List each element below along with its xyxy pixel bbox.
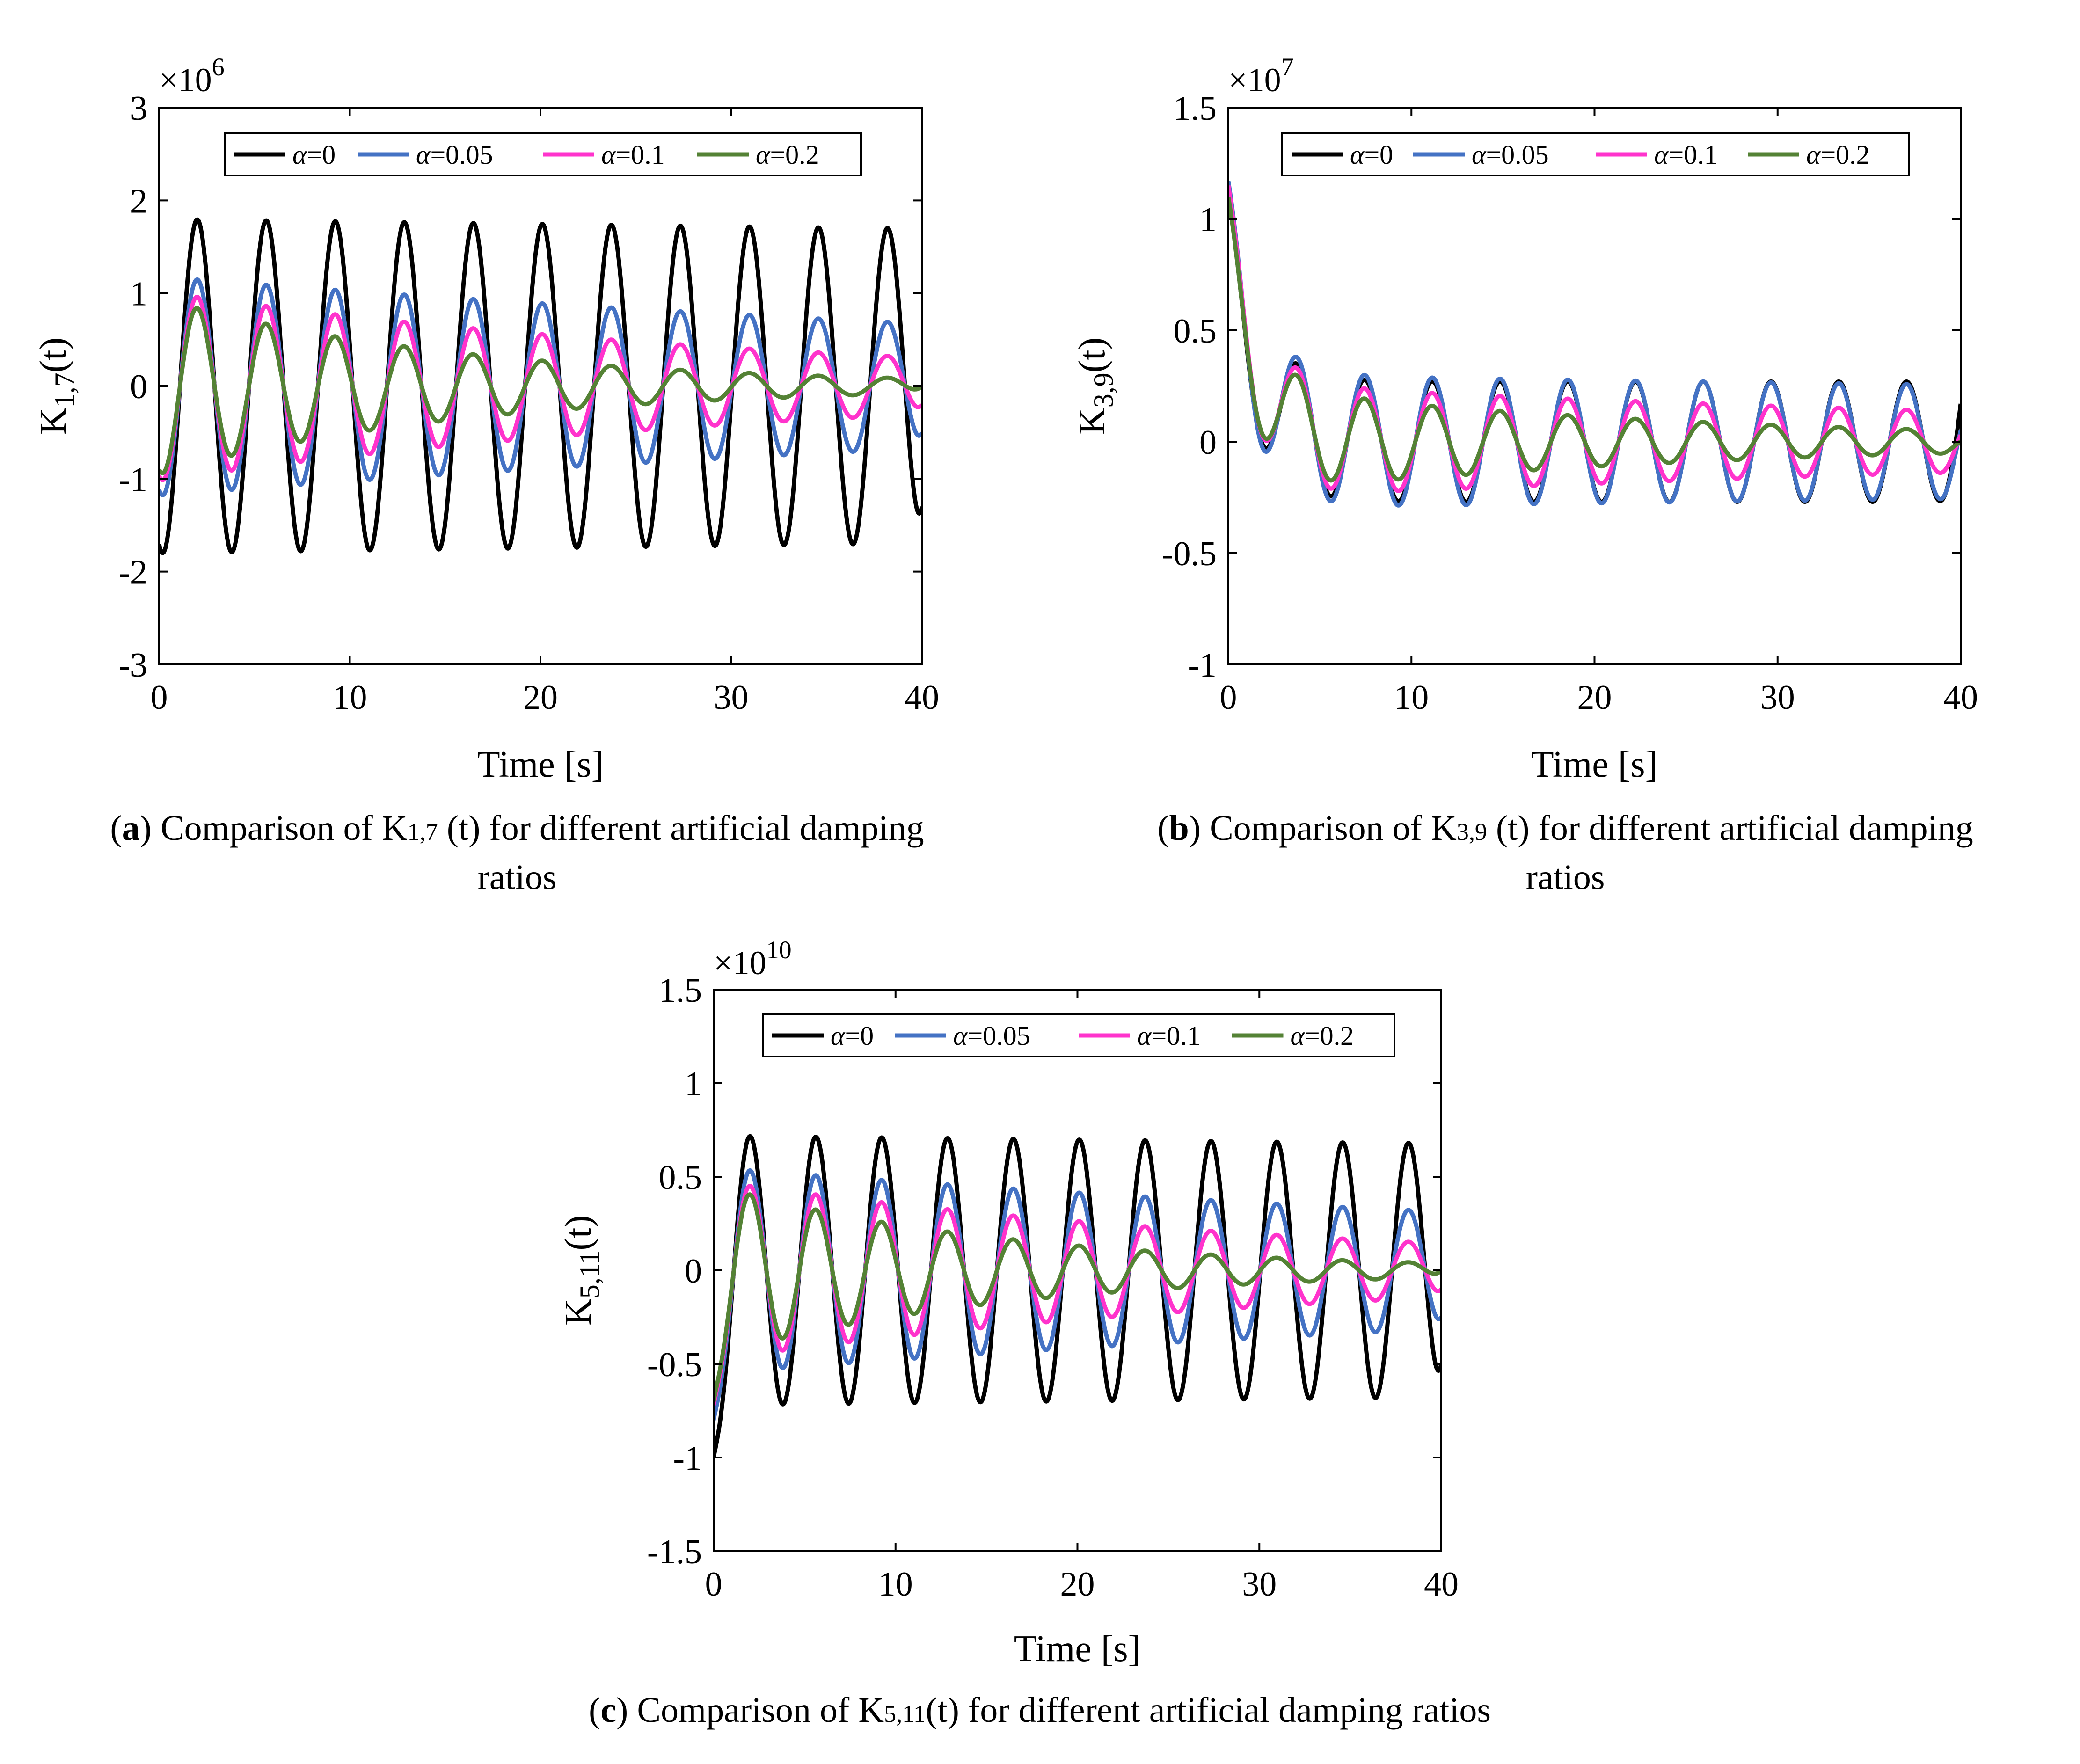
legend-entry-1: α=0.05 [416,139,493,170]
y-axis-title-b: K3,9(t) [1072,337,1119,435]
legend-entry-3: α=0.2 [1806,139,1870,170]
x-tick-label: 0 [1220,678,1237,717]
legend-c: α=0 α=0.05 α=0.1 α=0.2 [762,1013,1395,1057]
caption-a: (a) Comparison of K1,7 (t) for different… [110,809,924,848]
caption-a-line2: ratios [478,858,557,897]
caption-c: (c) Comparison of K5,11(t) for different… [589,1691,1491,1730]
y-tick-label: 0.5 [1174,312,1217,350]
x-axis-title-b: Time [s] [1531,744,1657,785]
y-tick-label: 0 [130,368,147,406]
series-line-b-3 [1228,196,1961,483]
y-axis-title-c: K5,11(t) [558,1215,605,1326]
x-tick-label: 10 [1394,678,1429,717]
legend-b: α=0 α=0.05 α=0.1 α=0.2 [1281,132,1910,176]
legend-entry-1: α=0.05 [1472,139,1549,170]
x-tick-label: 10 [878,1565,913,1604]
x-tick-label: 30 [1242,1565,1277,1604]
legend-entry-3: α=0.2 [1291,1020,1354,1051]
y-tick-label: 0 [1199,423,1217,462]
series-line-b-2 [1228,185,1961,493]
legend-entry-2: α=0.1 [1137,1020,1201,1051]
y-tick-label: 1 [685,1065,702,1103]
y-tick-label: -1 [673,1439,702,1478]
y-tick-label: -0.5 [1162,535,1217,573]
x-tick-label: 40 [905,678,939,717]
legend-entry-0: α=0 [292,139,336,170]
y-tick-label: 2 [130,182,147,220]
x-tick-label: 0 [151,678,168,717]
legend-entry-1: α=0.05 [953,1020,1030,1051]
y-tick-label: -3 [118,646,147,685]
legend-entry-3: α=0.2 [756,139,819,170]
caption-b: (b) Comparison of K3,9 (t) for different… [1157,809,1973,848]
y-axis-title-a: K1,7(t) [33,337,80,435]
chart-panel-a: 0 10 20 30 40 -3 -2 -1 0 1 2 3 ×106 Time [s] K1,7(t… [33,53,939,785]
y-tick-label: 1 [130,275,147,313]
caption-b-line2: ratios [1526,858,1605,897]
chart-panel-b: 0 10 20 30 40 -1 -0.5 0 0.5 1 1.5 ×107 Time [s] K3… [1072,53,1978,785]
axes-frame-b [1227,107,1962,665]
y-tick-label: 1.5 [1174,89,1217,128]
y-tick-label: -0.5 [647,1346,702,1384]
exponent-label-b: ×107 [1228,53,1294,99]
x-tick-label: 20 [523,678,558,717]
legend-a: α=0 α=0.05 α=0.1 α=0.2 [224,132,862,176]
x-tick-label: 20 [1577,678,1612,717]
series-line-b-0 [1228,196,1961,504]
axes-frame-c [713,989,1442,1552]
y-tick-label: 0.5 [659,1159,702,1197]
legend-entry-0: α=0 [831,1020,874,1051]
chart-panel-c: 0 10 20 30 40 -1.5 -1 -0.5 0 0.5 1 1.5 ×1010 Time [… [558,936,1459,1669]
legend-entry-0: α=0 [1350,139,1393,170]
y-tick-label: 1 [1199,201,1217,239]
y-tick-label: -2 [118,554,147,592]
y-tick-label: -1 [118,460,147,499]
exponent-label-a: ×106 [159,53,225,99]
x-tick-label: 40 [1943,678,1978,717]
axes-frame-a [158,107,923,665]
x-tick-label: 10 [333,678,367,717]
series-line-c-0 [714,1134,1441,1458]
x-axis-title-c: Time [s] [1014,1628,1140,1669]
y-tick-label: 0 [685,1252,702,1290]
plot-layer-a [159,217,922,555]
plot-layer-b [1228,181,1961,508]
y-tick-label: 3 [130,89,147,128]
y-tick-label: 1.5 [659,971,702,1010]
exponent-label-c: ×1010 [714,936,792,982]
y-tick-label: -1 [1188,646,1217,685]
x-tick-label: 0 [705,1565,723,1604]
plot-layer-c [714,1134,1441,1458]
legend-entry-2: α=0.1 [601,139,665,170]
x-axis-title-a: Time [s] [477,744,604,785]
x-tick-label: 40 [1424,1565,1459,1604]
legend-entry-2: α=0.1 [1654,139,1718,170]
y-tick-label: -1.5 [647,1533,702,1571]
x-tick-label: 30 [714,678,749,717]
ticks-c: 0 10 20 30 40 -1.5 -1 -0.5 0 0.5 1 1.5 [647,971,1459,1604]
ticks-a: 0 10 20 30 40 -3 -2 -1 0 1 2 3 [118,89,939,717]
series-line-c-3 [714,1192,1441,1402]
x-tick-label: 20 [1060,1565,1095,1604]
series-line-b-1 [1228,181,1961,508]
series-line-a-3 [159,306,922,475]
x-tick-label: 30 [1760,678,1795,717]
ticks-b: 0 10 20 30 40 -1 -0.5 0 0.5 1 1.5 [1162,89,1978,717]
series-line-a-0 [159,217,922,555]
